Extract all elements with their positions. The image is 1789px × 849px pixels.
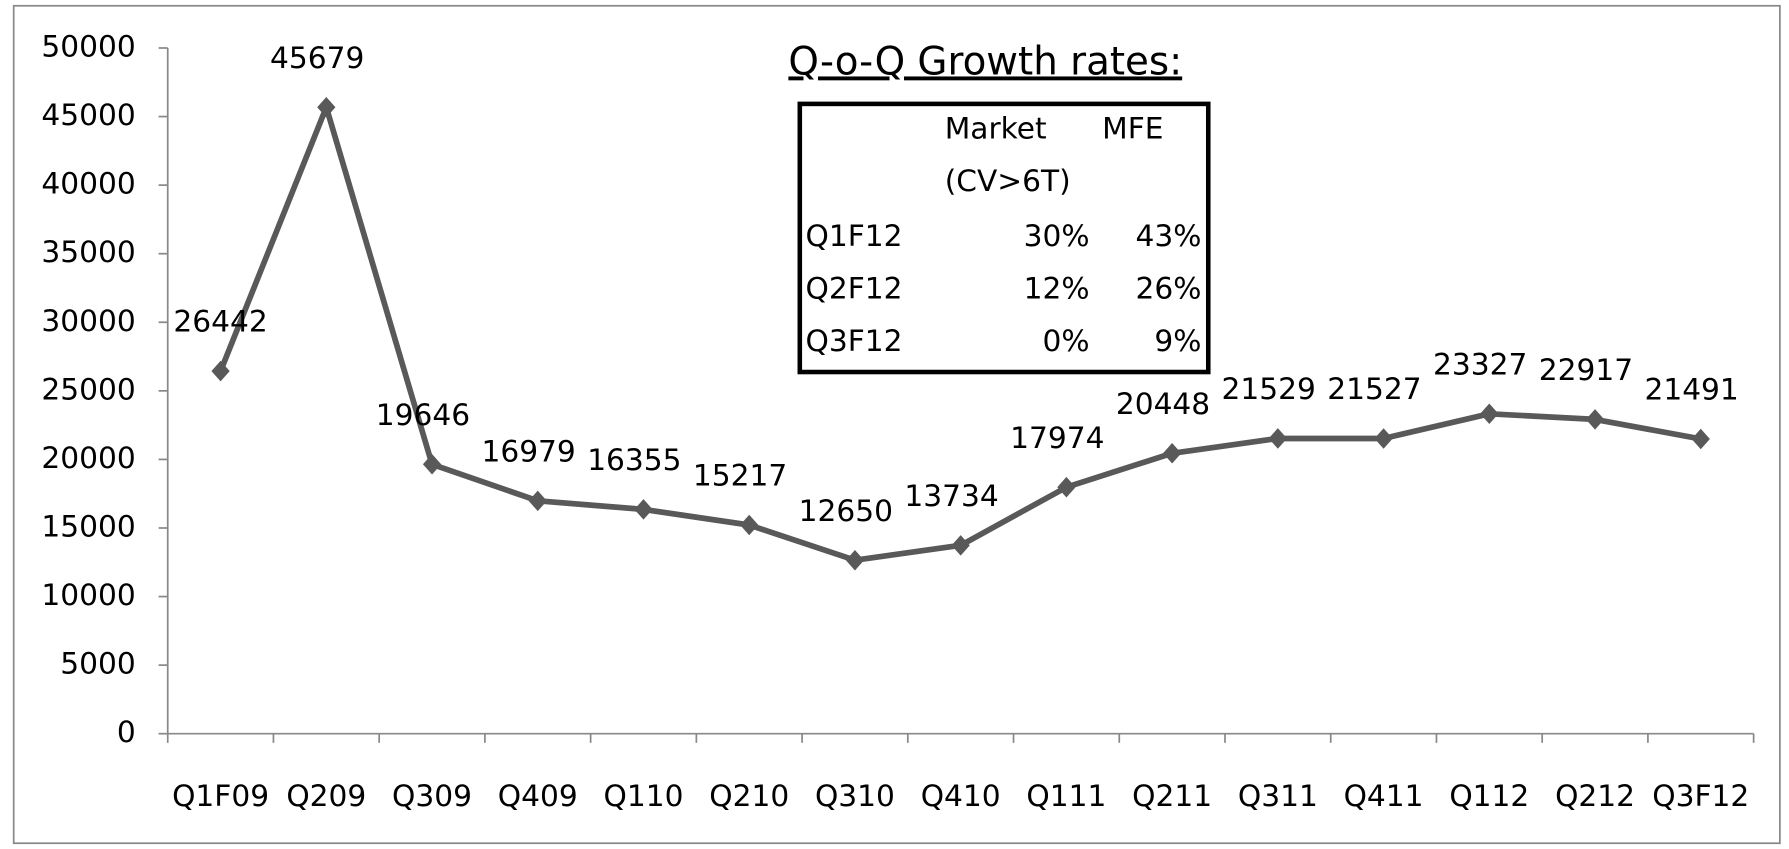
data-label: 20448	[1116, 386, 1210, 421]
marker	[951, 535, 970, 556]
cell: 12%	[1024, 270, 1090, 305]
data-label: 22917	[1539, 352, 1633, 387]
data-label: 21529	[1222, 371, 1316, 406]
marker	[740, 514, 759, 536]
y-tick-label: 0	[117, 714, 136, 749]
marker	[1268, 428, 1287, 449]
data-label: 15217	[693, 458, 787, 493]
y-tick-label: 5000	[60, 646, 135, 681]
y-tick-label: 35000	[41, 234, 135, 269]
x-tick-label: Q209	[286, 778, 366, 813]
x-tick-label: Q409	[498, 778, 578, 813]
column-header: MFE	[1102, 111, 1163, 146]
data-label: 26442	[173, 304, 267, 339]
cell: 26%	[1135, 270, 1201, 305]
marker	[1585, 409, 1605, 430]
data-label: 19646	[376, 397, 470, 432]
x-tick-label: Q410	[921, 778, 1001, 813]
row-label: Q3F12	[806, 323, 903, 358]
marker	[528, 490, 547, 512]
marker	[211, 360, 230, 382]
cell: 43%	[1135, 218, 1201, 253]
y-tick-label: 40000	[41, 166, 135, 201]
data-label: 12650	[799, 493, 893, 528]
x-tick-label: Q311	[1238, 778, 1318, 813]
marker	[1374, 428, 1393, 449]
x-tick-label: Q111	[1026, 778, 1106, 813]
x-tick-label: Q310	[815, 778, 895, 813]
data-label: 23327	[1433, 346, 1527, 381]
marker	[845, 549, 865, 571]
data-label: 16355	[587, 442, 681, 477]
column-subheader: (CV>6T)	[945, 163, 1071, 198]
y-tick-label: 25000	[41, 371, 135, 406]
x-tick-label: Q110	[604, 778, 684, 813]
x-tick-label: Q3F12	[1652, 778, 1749, 813]
data-label: 45679	[270, 40, 364, 75]
marker	[1163, 443, 1182, 464]
x-tick-label: Q210	[709, 778, 789, 813]
x-tick-label: Q309	[392, 778, 472, 813]
column-header: Market	[945, 111, 1047, 146]
marker	[317, 96, 336, 118]
row-label: Q2F12	[806, 270, 903, 305]
data-label: 13734	[904, 478, 998, 513]
marker	[422, 453, 442, 475]
chart-frame	[12, 4, 1781, 845]
data-label: 16979	[481, 433, 575, 468]
x-tick-label: Q1F09	[172, 778, 269, 813]
cell: 30%	[1024, 218, 1090, 253]
data-label: 21527	[1327, 371, 1421, 406]
x-tick-label: Q411	[1344, 778, 1424, 813]
cell: 0%	[1043, 323, 1090, 358]
y-tick-label: 10000	[41, 577, 135, 612]
y-tick-label: 50000	[41, 28, 135, 63]
x-tick-label: Q211	[1132, 778, 1212, 813]
y-tick-label: 45000	[41, 97, 135, 132]
y-tick-label: 20000	[41, 440, 135, 475]
x-tick-label: Q212	[1555, 778, 1635, 813]
cell: 9%	[1154, 323, 1201, 358]
row-label: Q1F12	[806, 218, 903, 253]
data-label: 21491	[1644, 372, 1738, 407]
x-tick-label: Q112	[1449, 778, 1529, 813]
y-tick-label: 30000	[41, 303, 135, 338]
data-label: 17974	[1010, 420, 1104, 455]
marker	[634, 499, 653, 520]
marker	[1057, 476, 1076, 498]
y-tick-label: 15000	[41, 508, 135, 543]
marker	[1480, 403, 1499, 425]
inset-box	[797, 101, 1211, 375]
inset-title: Q-o-Q Growth rates:	[788, 39, 1182, 84]
marker	[1691, 428, 1710, 450]
